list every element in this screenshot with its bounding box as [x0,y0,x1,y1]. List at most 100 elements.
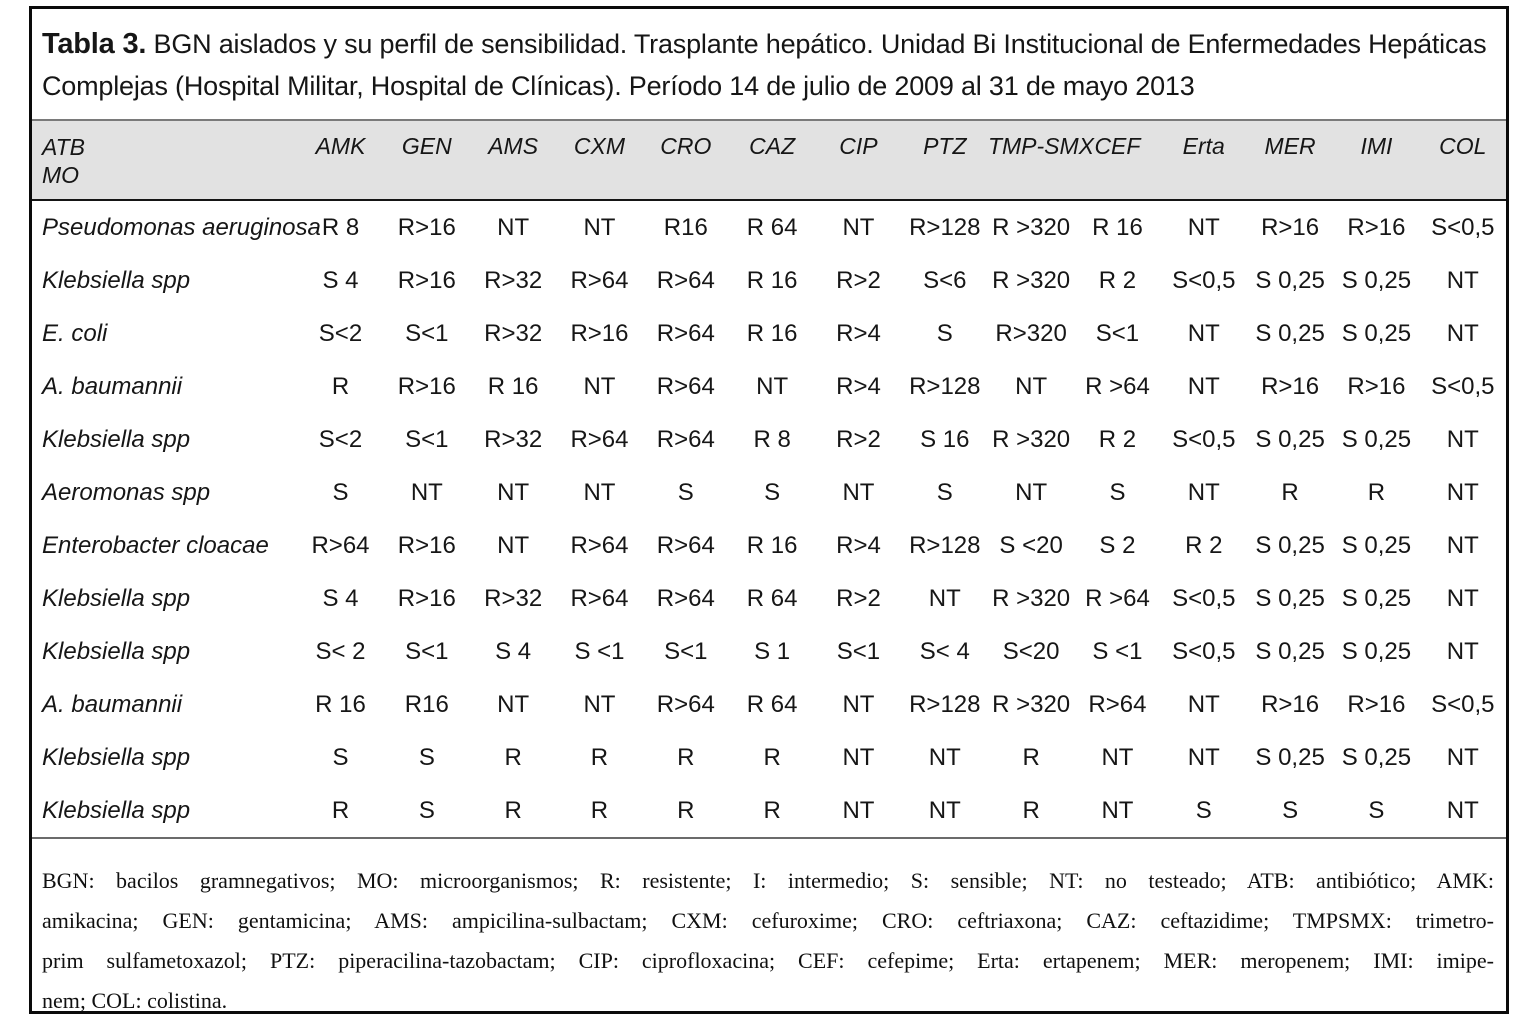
cell-value: R [1367,478,1386,506]
cell-value: S [418,796,435,824]
header-cell-ams: AMS [469,119,557,201]
organism-name: Klebsiella spp [42,637,191,665]
header-cell-amk: AMK [297,119,384,201]
cell-value: R>16 [570,319,629,347]
cell-value: S<2 [318,425,363,453]
cell-value: S 0,25 [1341,743,1412,771]
cell-value: S<1 [405,425,449,453]
header-cell-cro: CRO [642,119,729,201]
cell-value: R>16 [1347,213,1406,241]
cell-value: R 16 [746,266,798,294]
organism-name: Aeromonas spp [42,478,211,506]
table-row: Klebsiella spp R S R R R R NT NT R NT S S S NT [32,784,1506,838]
table-row: Klebsiella spp S<2 S<1 R>32 R>64 R>64 R 8 R>2 S … [32,413,1506,466]
cell-value: S 2 [1099,531,1136,559]
cell-value: R>16 [1261,690,1320,718]
cell-value: NT [842,478,875,506]
organism-name: Klebsiella spp [42,743,191,771]
cell-value: R 16 [487,372,539,400]
header-mo-label: MO [42,162,80,188]
cell-value: R>128 [909,213,981,241]
cell-value: NT [583,478,616,506]
cell-value: NT [410,478,443,506]
cell-value: S<0,5 [1431,372,1495,400]
cell-value: S 0,25 [1255,531,1325,559]
cell-value: NT [1446,319,1479,347]
cell-value: S<0,5 [1431,690,1495,718]
cell-value: S 0,25 [1341,584,1412,612]
cell-value: R [1022,796,1040,824]
organism-name: Pseudomonas aeruginosa [42,213,321,241]
cell-value: R 2 [1098,425,1137,453]
organism-name: Klebsiella spp [42,584,191,612]
cell-value: R>64 [656,690,715,718]
cell-value: R>16 [397,584,456,612]
cell-value: R>64 [570,531,629,559]
cell-value: R >320 [992,584,1071,612]
cell-value: R [763,796,781,824]
cell-value: R>16 [397,531,456,559]
cell-value: R [504,796,522,824]
cell-value: S 0,25 [1255,637,1325,665]
cell-value: R 64 [746,690,798,718]
cell-value: R [677,743,695,771]
cell-value: R [763,743,781,771]
table-figure-frame: Tabla 3. BGN aislados y su perfil de sen… [29,6,1509,1014]
cell-value: S 0,25 [1255,743,1325,771]
cell-value: R>16 [1347,690,1406,718]
cell-value: R 16 [1092,213,1143,241]
cell-value: NT [1446,425,1479,453]
cell-value: R 16 [746,319,798,347]
header-atb-label: ATB [42,134,86,160]
cell-value: R>64 [656,531,715,559]
cell-value: S<20 [1002,637,1060,665]
table-body: Pseudomonas aeruginosa R 8 R>16 NT NT R16 R 64… [32,200,1506,838]
cell-value: R>64 [656,372,715,400]
cell-value: S 0,25 [1341,425,1412,453]
cell-value: S [1368,796,1385,824]
cell-value: NT [1187,319,1220,347]
cell-value: R>2 [836,584,881,612]
cell-value: S 0,25 [1341,266,1412,294]
cell-value: S 0,25 [1341,319,1412,347]
cell-value: R>16 [1347,372,1406,400]
cell-value: R>64 [1088,690,1147,718]
header-cell-cxm: CXM [556,119,643,201]
cell-value: NT [1187,213,1220,241]
cell-value: NT [1187,372,1220,400]
cell-value: R16 [663,213,708,241]
cell-value: NT [1187,690,1220,718]
cell-value: R 16 [746,531,798,559]
table-row: Klebsiella spp S 4 R>16 R>32 R>64 R>64 R 64 R>2… [32,572,1506,625]
cell-value: NT [842,796,875,824]
footnote-line: nem; COL: colistina. [42,988,228,1013]
organism-name: A. baumannii [42,372,183,400]
footnote-line: prim sulfametoxazol; PTZ: piperacilina-t… [42,948,1494,973]
footnote: BGN: bacilos gramnegativos; MO: microorg… [42,861,1494,1013]
header-cell-cip: CIP [815,119,902,201]
cell-value: S [764,478,781,506]
cell-value: NT [1101,743,1134,771]
cell-value: R>4 [836,531,881,559]
cell-value: R>32 [484,266,543,294]
cell-value: NT [1101,796,1134,824]
cell-value: R>64 [570,425,629,453]
cell-value: R>64 [570,266,629,294]
cell-value: R>128 [909,690,981,718]
cell-value: R [331,796,350,824]
cell-value: S 16 [920,425,970,453]
cell-value: S<0,5 [1172,584,1236,612]
cell-value: R>128 [909,372,981,400]
header-cell-col: COL [1419,119,1506,201]
cell-value: R >320 [992,425,1071,453]
table-row: A. baumannii R 16 R16 NT NT R>64 R 64 NT R>128 R … [32,678,1506,731]
table-title-label: Tabla 3. [42,28,147,60]
cell-value: NT [1015,372,1048,400]
cell-value: NT [1446,478,1479,506]
cell-value: R [1281,478,1299,506]
cell-value: NT [497,690,530,718]
table-row: A. baumannii R R>16 R 16 NT R>64 NT R>4 R>128 NT R… [32,360,1506,413]
cell-value: NT [1446,796,1479,824]
table-title: Tabla 3. BGN aislados y su perfil de sen… [42,23,1490,107]
cell-value: S 0,25 [1255,319,1325,347]
